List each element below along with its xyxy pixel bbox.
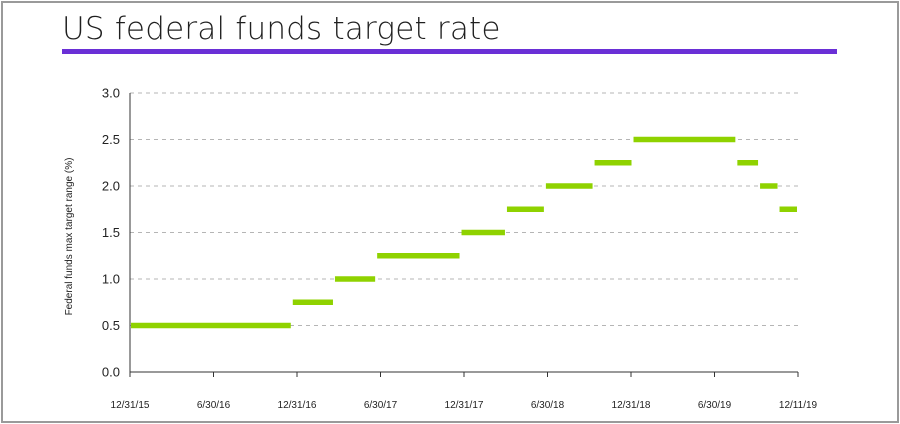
y-tick-label: 2.5	[102, 132, 120, 147]
y-tick-label: 1.5	[102, 225, 120, 240]
x-tick-label: 12/11/19	[779, 400, 818, 411]
y-tick-labels: 0.0 0.5 1.0 1.5 2.0 2.5 3.0	[102, 86, 120, 380]
x-tick-label: 12/31/17	[445, 400, 484, 411]
x-tick-label: 12/31/16	[278, 400, 317, 411]
x-tick-label: 6/30/17	[364, 400, 398, 411]
x-tick-label: 6/30/19	[698, 400, 732, 411]
y-tick-label: 1.0	[102, 272, 120, 287]
y-tick-label: 3.0	[102, 86, 120, 101]
x-tick-label: 6/30/16	[197, 400, 231, 411]
y-axis-label: Federal funds max target range (%)	[64, 158, 75, 316]
title-underline	[62, 49, 837, 54]
x-tick-label: 12/31/18	[612, 400, 651, 411]
x-tick-marks	[129, 372, 799, 377]
x-tick-label: 6/30/18	[531, 400, 565, 411]
y-tick-label: 0.5	[102, 318, 120, 333]
grid-lines	[130, 92, 798, 326]
y-tick-label: 2.0	[102, 179, 120, 194]
x-tick-label: 12/31/15	[111, 400, 150, 411]
rate-segments	[131, 136, 797, 329]
x-tick-labels: 12/31/15 6/30/16 12/31/16 6/30/17 12/31/17 6/…	[111, 400, 818, 411]
y-tick-label: 0.0	[102, 365, 120, 380]
chart-title: US federal funds target rate	[62, 11, 501, 47]
